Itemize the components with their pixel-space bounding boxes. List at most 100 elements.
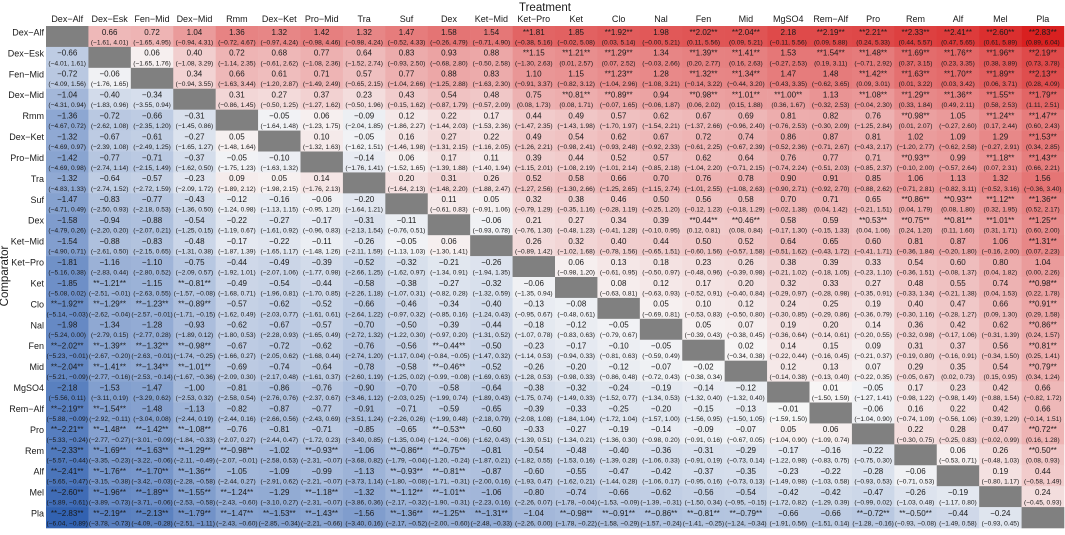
heatmap-cell	[88, 214, 132, 236]
heatmap-cell	[555, 130, 598, 152]
cell-estimate: 0.31	[441, 174, 457, 183]
heatmap-cell	[639, 465, 683, 487]
cell-estimate: −0.60	[481, 425, 502, 434]
heatmap-cell	[555, 486, 598, 508]
heatmap-cell	[512, 130, 556, 152]
heatmap-cell	[682, 297, 725, 320]
heatmap-cell	[470, 423, 513, 445]
cell-ci: (−2.20, 0.20)	[91, 228, 129, 235]
cell-ci: (−0.82, 3.12)	[557, 81, 595, 88]
cell-ci: (−0.36, 0.64)	[770, 332, 808, 339]
cell-ci: (0.66, 2.21)	[1026, 165, 1060, 172]
cell-estimate: −0.56	[396, 342, 417, 351]
cell-ci: (−1.01, 2.55)	[685, 186, 723, 193]
heatmap-cell	[427, 402, 471, 424]
heatmap-cell	[512, 465, 556, 487]
heatmap-cell	[215, 256, 259, 278]
heatmap-cell	[639, 256, 683, 278]
heatmap-cell	[427, 277, 471, 299]
cell-estimate: 0.61	[272, 70, 288, 79]
cell-ci: (0.25, 1.41)	[1026, 353, 1060, 360]
cell-estimate: **0.98**	[689, 91, 717, 100]
diagonal-cell	[555, 277, 598, 299]
cell-ci: (−2.04, 1.85)	[345, 123, 383, 130]
heatmap-cell	[88, 465, 132, 487]
cell-estimate: 0.35	[950, 362, 966, 371]
cell-ci: (−0.43, 1.72)	[812, 249, 850, 256]
cell-ci: (0.28, 4.09)	[1026, 81, 1060, 88]
cell-estimate: −0.43	[184, 195, 205, 204]
heatmap-cell	[88, 151, 132, 173]
cell-estimate: −1.48	[142, 404, 163, 413]
cell-ci: (0.08, 1.71)	[559, 102, 593, 109]
cell-estimate: −1.47	[142, 383, 163, 392]
heatmap-cell	[342, 235, 386, 257]
heatmap-cell	[512, 26, 556, 48]
cell-ci: (−5.56, 0.11)	[49, 395, 86, 402]
cell-ci: (−0.30, 1.16)	[897, 311, 935, 318]
cell-estimate: −0.32	[566, 383, 587, 392]
cell-ci: (−2.83, 0.44)	[91, 269, 129, 276]
cell-estimate: **−1.23**	[136, 300, 169, 309]
cell-estimate: **1.70**	[944, 70, 972, 79]
heatmap-cell	[979, 381, 1022, 403]
heatmap-cell	[130, 256, 174, 278]
cell-ci: (−0.73, 0.14)	[727, 458, 765, 465]
cell-ci: (−0.50, 1.25)	[261, 102, 299, 109]
cell-ci: (−0.65, 2.15)	[345, 81, 383, 88]
cell-estimate: **0.86**	[902, 195, 930, 204]
heatmap-cell	[130, 109, 174, 131]
heatmap-cell	[1021, 381, 1065, 403]
cell-ci: (−2.91, 0.62)	[261, 479, 299, 486]
cell-estimate: 0.40	[187, 49, 203, 58]
cell-ci: (−1.72, 0.23)	[303, 437, 341, 444]
cell-estimate: −0.23	[184, 174, 205, 183]
cell-estimate: 0.07	[865, 362, 881, 371]
cell-ci: (−2.66, 1.25)	[345, 269, 383, 276]
heatmap-cell	[979, 26, 1022, 48]
cell-estimate: 0.66	[1035, 404, 1051, 413]
cell-ci: (−1.68, 0.44)	[303, 353, 341, 360]
heatmap-cell	[130, 381, 174, 403]
heatmap-cell	[130, 444, 174, 466]
column-label: Ket−Mid	[475, 14, 508, 24]
cell-ci: (−0.94, 0.33)	[557, 353, 595, 360]
cell-estimate: −0.75	[184, 258, 205, 267]
cell-ci: (−0.83, 0.75)	[812, 458, 850, 465]
cell-ci: (−0.90, 2.71)	[770, 186, 808, 193]
cell-ci: (−0.41, 1.71)	[854, 249, 892, 256]
cell-ci: (−0.16, 0.91)	[939, 353, 977, 360]
cell-estimate: −1.16	[99, 258, 120, 267]
cell-ci: (−2.43, 0.69)	[303, 416, 341, 423]
cell-ci: (0.07, 2.23)	[1026, 249, 1060, 256]
heatmap-cell	[555, 402, 598, 424]
cell-ci: (−0.76, 2.53)	[770, 123, 808, 130]
cell-estimate: 0.10	[696, 300, 712, 309]
heatmap-cell	[894, 318, 938, 341]
heatmap-cell	[130, 465, 174, 487]
cell-estimate: 0.72	[696, 132, 712, 141]
heatmap-cell	[851, 109, 895, 131]
cell-estimate: 0.01	[823, 383, 839, 392]
cell-estimate: −0.83	[142, 237, 163, 246]
heatmap-cell	[682, 507, 725, 529]
cell-estimate: −0.49	[227, 279, 248, 288]
cell-ci: (−1.15, 2.74)	[642, 186, 680, 193]
heatmap-cell	[215, 277, 259, 299]
cell-ci: (−1.63, 2.30)	[473, 81, 511, 88]
cell-estimate: −0.70	[354, 321, 375, 330]
cell-ci: (−1.65, 0.49)	[303, 332, 341, 339]
cell-estimate: −0.11	[312, 237, 332, 246]
cell-ci: (−3.89, −0.73)	[89, 500, 130, 507]
cell-estimate: 1.32	[272, 28, 288, 37]
cell-ci: (−5.14, −0.03)	[46, 311, 87, 318]
heatmap-cell	[979, 277, 1022, 299]
heatmap-cell	[88, 109, 132, 131]
diagonal-cell	[173, 88, 216, 110]
cell-ci: (−2.72, 1.59)	[133, 186, 171, 193]
heatmap-cell	[851, 465, 895, 487]
cell-ci: (−0.17, 1.30)	[770, 228, 808, 235]
cell-estimate: 0.05	[229, 132, 245, 141]
heatmap-cell	[639, 109, 683, 131]
heatmap-cell	[258, 151, 301, 173]
